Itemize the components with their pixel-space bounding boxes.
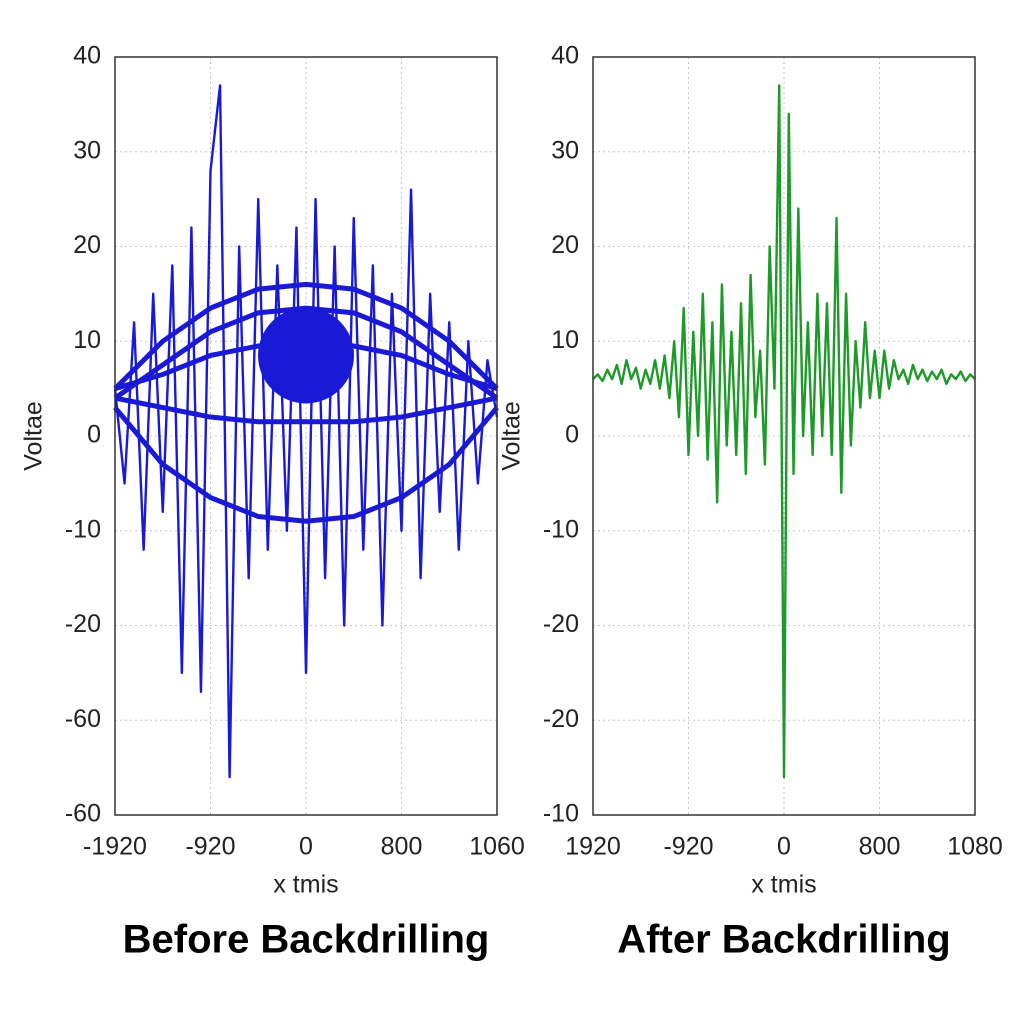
y-tick-label: -20 bbox=[543, 705, 579, 733]
y-tick-label: -10 bbox=[543, 800, 579, 828]
y-tick-label: 40 bbox=[73, 42, 101, 70]
chart-title: After Backdrilling bbox=[617, 918, 950, 962]
data-line bbox=[113, 405, 499, 524]
y-tick-label: 20 bbox=[551, 231, 579, 259]
y-axis-label: Voltae bbox=[20, 401, 48, 471]
y-tick-label: 20 bbox=[73, 231, 101, 259]
x-tick-label: 0 bbox=[299, 833, 313, 861]
y-tick-label: 40 bbox=[551, 42, 579, 70]
data-line bbox=[114, 395, 498, 425]
x-axis-label: x tmis bbox=[273, 871, 338, 899]
y-tick-label: 10 bbox=[551, 326, 579, 354]
y-tick-label: -10 bbox=[543, 515, 579, 543]
eye-pupil bbox=[258, 307, 354, 404]
x-tick-label: -920 bbox=[185, 833, 235, 861]
x-tick-label: 1080 bbox=[947, 833, 1003, 861]
y-tick-label: 30 bbox=[73, 136, 101, 164]
x-tick-label: 0 bbox=[777, 833, 791, 861]
chart-title: Before Backdrilling bbox=[123, 918, 490, 962]
x-tick-label: 800 bbox=[859, 833, 901, 861]
x-tick-label: 1920 bbox=[565, 833, 621, 861]
x-tick-label: -1920 bbox=[83, 833, 147, 861]
y-tick-label: 0 bbox=[87, 421, 101, 449]
y-tick-label: -20 bbox=[543, 610, 579, 638]
data-line bbox=[113, 281, 499, 391]
y-tick-label: -20 bbox=[65, 610, 101, 638]
x-tick-label: -920 bbox=[663, 833, 713, 861]
y-axis-label: Voltae bbox=[498, 401, 526, 471]
x-tick-label: 1060 bbox=[469, 833, 525, 861]
plot-frame bbox=[592, 56, 976, 816]
y-tick-label: -60 bbox=[65, 800, 101, 828]
x-axis-label: x tmis bbox=[751, 871, 816, 899]
plot-frame bbox=[114, 56, 498, 816]
data-line bbox=[592, 84, 976, 779]
y-tick-label: -60 bbox=[65, 705, 101, 733]
y-tick-label: 30 bbox=[551, 136, 579, 164]
y-tick-label: -10 bbox=[65, 515, 101, 543]
y-tick-label: 10 bbox=[73, 326, 101, 354]
x-tick-label: 800 bbox=[381, 833, 423, 861]
y-tick-label: 0 bbox=[565, 421, 579, 449]
